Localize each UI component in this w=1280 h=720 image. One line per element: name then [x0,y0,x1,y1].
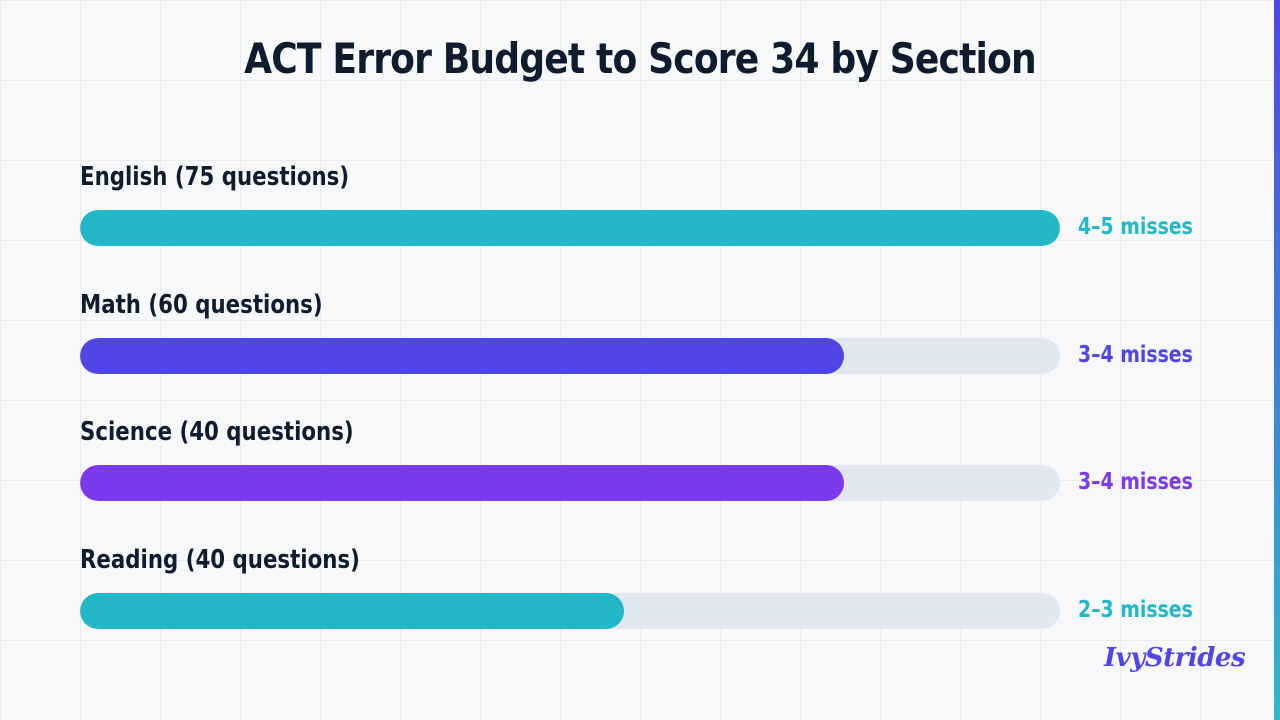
category-label: Math (60 questions) [80,289,323,320]
value-label: 3–4 misses [1078,341,1193,368]
bar-track [80,592,1060,629]
bar-track [80,465,1060,501]
bar-row: Math (60 questions) 3–4 misses [80,288,1260,416]
bar-row: English (75 questions) 4–5 misses [80,160,1260,288]
ivystrides-logo: IvyStrides [1104,643,1246,673]
category-label: Science (40 questions) [80,417,354,447]
value-label: 2–3 misses [1078,596,1193,623]
bar-fill [80,465,845,501]
bar-track [80,210,1060,246]
right-accent-bar [1274,0,1280,720]
bar-track [80,337,1060,374]
category-label: Reading (40 questions) [80,544,360,575]
chart-title: ACT Error Budget to Score 34 by Section [244,34,1036,83]
bar-fill [80,337,845,374]
chart-area: English (75 questions) 4–5 misses Math (… [80,160,1260,640]
value-label: 4–5 misses [1078,214,1193,240]
bar-row: Reading (40 questions) 2–3 misses [80,543,1260,671]
category-label: English (75 questions) [80,162,350,192]
bar-row: Science (40 questions) 3–4 misses [80,415,1260,543]
value-label: 3–4 misses [1078,469,1193,495]
bar-fill [80,592,624,629]
bar-fill [80,210,1060,246]
